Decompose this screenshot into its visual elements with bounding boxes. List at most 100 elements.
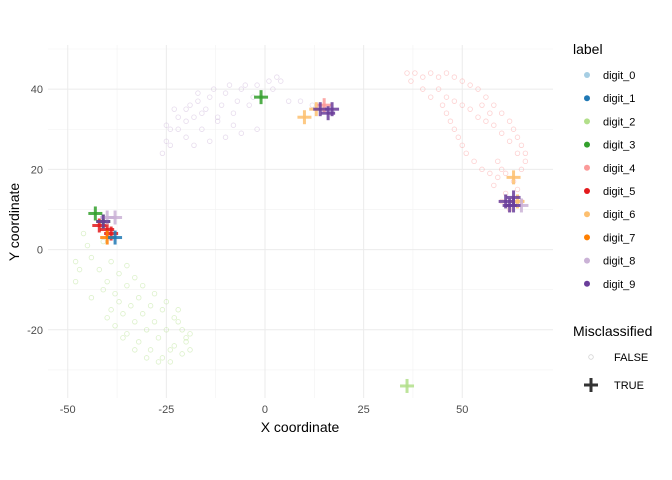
data-point (143, 327, 150, 333)
data-point (88, 295, 95, 301)
data-point (96, 266, 102, 273)
data-point (475, 114, 481, 120)
data-point (266, 78, 272, 84)
data-point (479, 102, 485, 108)
legend-key (584, 234, 590, 241)
data-point (163, 299, 170, 305)
data-point (191, 114, 197, 120)
legend-item-digit_2: digit_2 (584, 116, 635, 128)
major-gridlines (48, 45, 553, 398)
data-point (491, 102, 497, 108)
legend-title-label: label (573, 41, 603, 57)
y-tick-label: 40 (31, 84, 43, 96)
data-point (207, 138, 213, 144)
legend-item-true: TRUE (584, 378, 644, 392)
data-point (163, 327, 170, 333)
legend-item-digit_5: digit_5 (584, 186, 635, 198)
data-point (104, 315, 110, 321)
misclassified-point (313, 102, 328, 117)
data-point (230, 122, 237, 128)
legend-label: digit_2 (603, 116, 635, 128)
data-point (510, 126, 517, 132)
legend-item-digit_7: digit_7 (584, 232, 635, 244)
data-point (132, 319, 138, 325)
legend-key (588, 354, 594, 360)
data-point (502, 170, 509, 177)
data-point (120, 311, 126, 317)
data-point (171, 106, 177, 112)
legend-label: digit_5 (603, 186, 635, 198)
legend-item-digit_8: digit_8 (584, 256, 635, 268)
data-point (155, 359, 162, 365)
y-tick-label: 20 (31, 164, 43, 176)
data-point (518, 166, 525, 173)
data-point (171, 315, 177, 321)
data-point (100, 286, 106, 293)
legend-label: digit_4 (603, 163, 635, 175)
data-point (124, 331, 130, 337)
data-point (404, 70, 410, 76)
legend-item-digit_1: digit_1 (584, 93, 635, 105)
data-point (72, 278, 79, 285)
y-axis-title: Y coordinate (6, 183, 22, 262)
data-point (467, 106, 473, 112)
data-point (285, 98, 292, 104)
data-point (495, 174, 501, 181)
data-point (270, 86, 276, 92)
data-point (159, 307, 166, 313)
misclassified-point (108, 230, 123, 245)
data-point (143, 355, 150, 361)
data-point (435, 86, 442, 92)
data-point (451, 98, 458, 104)
data-point (274, 74, 280, 80)
data-points (72, 70, 529, 365)
data-point (483, 118, 489, 124)
data-point (238, 86, 245, 92)
data-point (179, 351, 185, 357)
data-point (120, 335, 126, 341)
data-point (167, 126, 174, 132)
data-point (254, 126, 260, 132)
data-point (467, 82, 473, 88)
data-point (499, 166, 505, 173)
data-point (420, 86, 426, 92)
data-point (471, 158, 477, 165)
data-point (199, 110, 205, 116)
legend-key (584, 72, 590, 78)
legend-item-digit_6: digit_6 (584, 209, 635, 221)
data-point (451, 126, 458, 132)
legend-key (584, 164, 590, 171)
data-point (475, 86, 481, 92)
legend-title-misclassified: Misclassified (573, 323, 652, 339)
data-point (191, 142, 197, 148)
x-tick-label: -25 (158, 404, 174, 416)
data-point (242, 82, 248, 88)
data-point (187, 102, 193, 108)
data-point (72, 258, 79, 265)
data-point (183, 339, 189, 345)
data-point (278, 78, 284, 84)
legend-key (584, 95, 590, 102)
data-point (147, 303, 154, 309)
data-point (207, 94, 213, 100)
data-point (518, 142, 525, 148)
data-point (195, 98, 201, 104)
data-point (167, 142, 174, 148)
data-point (136, 295, 142, 301)
data-point (222, 90, 229, 96)
data-point (175, 126, 181, 132)
data-point (254, 82, 260, 88)
data-point (408, 78, 414, 84)
data-point (222, 134, 229, 140)
legend-label: digit_0 (603, 70, 635, 82)
data-point (147, 347, 154, 353)
legend-label: digit_8 (603, 256, 635, 268)
data-point (167, 359, 174, 365)
data-point (112, 291, 118, 297)
legend-label: digit_7 (603, 232, 635, 244)
data-point (88, 254, 95, 261)
data-point (116, 270, 122, 277)
data-point (124, 262, 130, 269)
misclassified-point (502, 198, 517, 213)
data-point (183, 335, 189, 341)
